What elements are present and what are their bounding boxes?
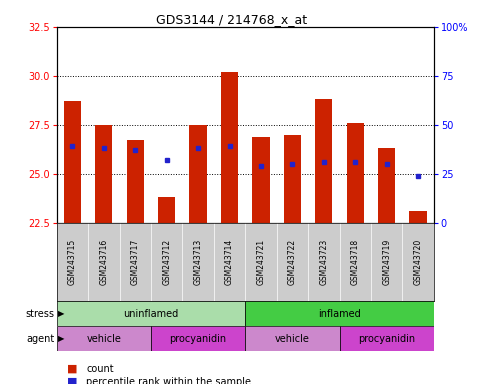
Text: ■: ■ [67,364,77,374]
Text: GSM243715: GSM243715 [68,239,77,285]
Text: GSM243712: GSM243712 [162,239,171,285]
Text: count: count [86,364,114,374]
Text: GSM243719: GSM243719 [382,239,391,285]
Bar [284,134,301,223]
Text: GSM243722: GSM243722 [288,239,297,285]
Text: procyanidin: procyanidin [358,334,415,344]
Bar [245,326,340,351]
Bar [127,141,144,223]
Bar [378,148,395,223]
Bar [189,125,207,223]
Bar [57,301,245,326]
Bar [95,125,112,223]
Bar [252,137,270,223]
Bar [57,326,151,351]
Text: vehicle: vehicle [275,334,310,344]
Bar [315,99,332,223]
Bar [245,301,434,326]
Text: GSM243720: GSM243720 [414,239,423,285]
Text: GSM243718: GSM243718 [351,239,360,285]
Bar [410,211,427,223]
Bar [340,326,434,351]
Text: ■: ■ [67,377,77,384]
Text: GSM243721: GSM243721 [256,239,266,285]
Bar [221,72,238,223]
Bar [158,197,176,223]
Text: GSM243723: GSM243723 [319,239,328,285]
Bar [347,123,364,223]
Text: procyanidin: procyanidin [170,334,227,344]
Text: percentile rank within the sample: percentile rank within the sample [86,377,251,384]
Text: uninflamed: uninflamed [123,309,178,319]
Text: GSM243717: GSM243717 [131,239,140,285]
Text: GSM243716: GSM243716 [99,239,108,285]
Text: agent: agent [26,334,54,344]
Text: GSM243713: GSM243713 [194,239,203,285]
Bar [151,326,245,351]
Text: inflamed: inflamed [318,309,361,319]
Bar [64,101,81,223]
Text: ▶: ▶ [58,310,64,318]
Text: ▶: ▶ [58,334,64,343]
Text: GSM243714: GSM243714 [225,239,234,285]
Text: vehicle: vehicle [86,334,121,344]
Text: stress: stress [25,309,54,319]
Text: GDS3144 / 214768_x_at: GDS3144 / 214768_x_at [156,13,307,26]
